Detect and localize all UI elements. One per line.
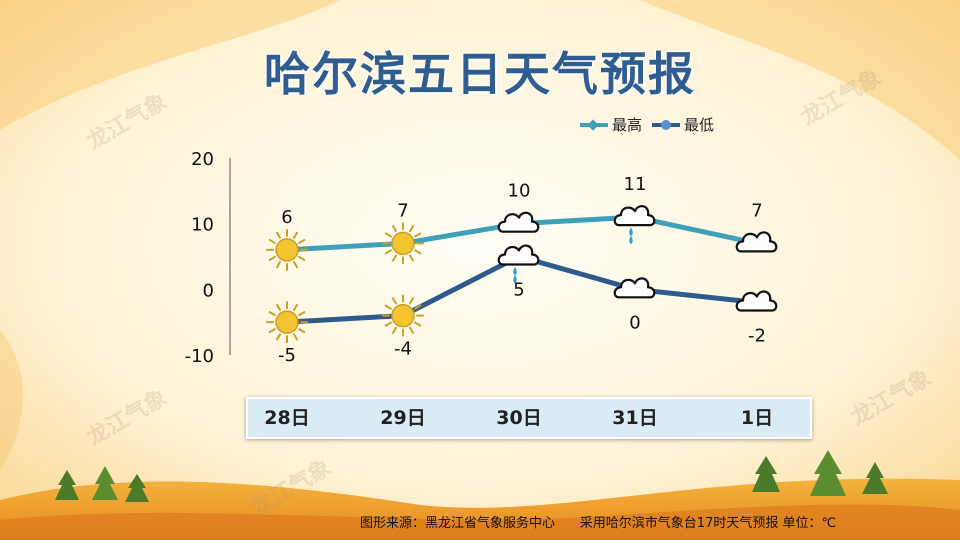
date-label: 1日	[740, 407, 774, 429]
date-label: 29日	[380, 407, 426, 429]
sun-icon	[266, 228, 308, 271]
legend-label-low: 最低	[684, 116, 715, 134]
data-label-low: -2	[748, 325, 766, 346]
data-label-low: -4	[394, 339, 412, 360]
cloud-rain-icon	[613, 205, 656, 245]
date-label: 30日	[496, 407, 542, 429]
y-tick-label: 10	[191, 215, 214, 236]
date-label: 31日	[612, 407, 658, 429]
data-label-high: 10	[508, 181, 531, 202]
data-label-high: 6	[281, 207, 292, 228]
cloud-icon	[497, 211, 540, 233]
date-bar: 28日 29日 30日 31日 1日	[246, 397, 812, 439]
legend-swatch-low	[652, 119, 681, 130]
tree-left	[55, 466, 149, 502]
source-note: 图形来源：黑龙江省气象服务中心 采用哈尔滨市气象台17时天气预报 单位：℃	[360, 516, 837, 531]
y-tick-label: -10	[185, 346, 214, 367]
data-label-high: 11	[624, 174, 647, 195]
cloud-icon	[735, 290, 778, 312]
cloud-icon	[613, 277, 656, 299]
legend-swatch-high	[580, 118, 608, 131]
data-label-low: -5	[278, 345, 296, 366]
cloud-rain-icon	[497, 244, 540, 284]
date-label: 28日	[264, 407, 310, 429]
tree-right	[752, 450, 888, 496]
y-tick-label: 20	[191, 149, 214, 170]
y-tick-label: 0	[203, 280, 214, 301]
data-label-high: 7	[751, 200, 762, 221]
legend: 最高 最低	[580, 114, 724, 135]
cloud-icon	[735, 231, 778, 253]
page-title: 哈尔滨五日天气预报	[264, 47, 696, 101]
legend-item-high: 最高	[580, 114, 642, 135]
sun-icon	[382, 222, 424, 265]
data-label-low: 0	[629, 312, 640, 333]
data-label-high: 7	[397, 200, 408, 221]
sun-icon	[382, 294, 424, 337]
legend-item-low: 最低	[652, 114, 714, 135]
legend-label-high: 最高	[612, 116, 643, 134]
sun-icon	[266, 301, 308, 344]
data-label-low: 5	[513, 280, 524, 301]
